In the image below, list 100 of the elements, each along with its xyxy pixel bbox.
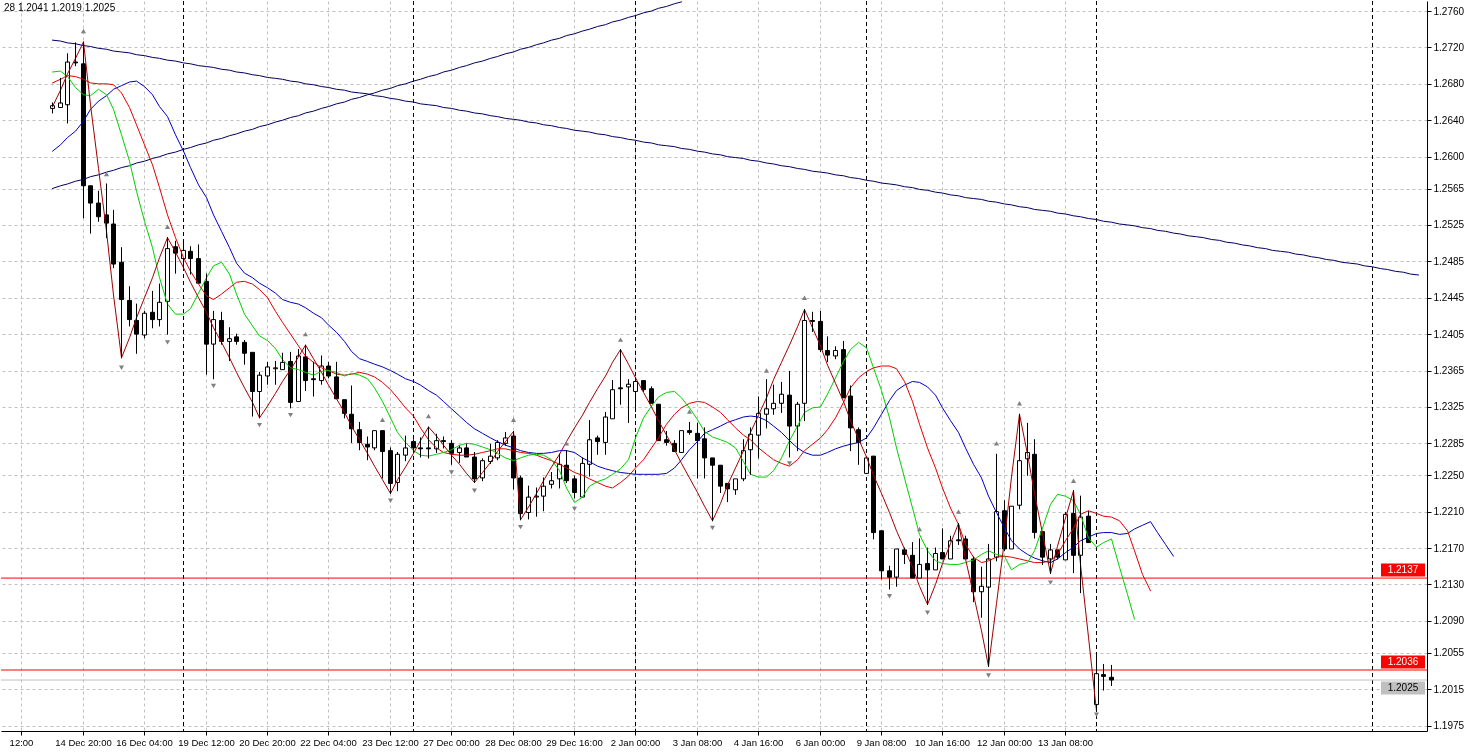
candlestick	[787, 370, 792, 458]
point	[425, 413, 432, 419]
point	[924, 610, 931, 615]
candlestick	[702, 427, 707, 479]
candlestick	[242, 340, 247, 365]
point	[1047, 580, 1054, 585]
x-tick-label: 12:00	[9, 736, 34, 748]
point	[993, 441, 1000, 446]
candlestick	[150, 290, 155, 329]
point	[80, 28, 87, 34]
point	[164, 224, 171, 229]
candlestick	[841, 340, 846, 399]
y-tick-label: 1.2285	[1433, 437, 1465, 449]
candlestick	[81, 41, 86, 219]
x-tick-label: 28 Dec 08:00	[485, 736, 542, 748]
candlestick	[1101, 664, 1106, 691]
y-tick-label: 1.2015	[1433, 683, 1465, 695]
point	[786, 461, 793, 466]
point	[686, 409, 693, 414]
candlestick	[879, 530, 884, 580]
candlestick	[541, 477, 546, 512]
candlestick	[771, 384, 776, 415]
candlestick	[795, 401, 800, 452]
y-tick-label: 1.2055	[1433, 647, 1465, 659]
point	[709, 525, 716, 531]
candlestick	[733, 478, 738, 495]
candlestick	[603, 411, 608, 455]
candlestick	[457, 445, 462, 463]
y-tick-label: 1.2680	[1433, 78, 1465, 90]
point	[287, 412, 294, 418]
candlestick	[572, 475, 577, 499]
point	[801, 295, 808, 300]
candlestick	[549, 472, 554, 489]
point	[571, 506, 578, 512]
point	[103, 171, 110, 177]
x-tick-label: 10 Jan 16:00	[915, 736, 970, 748]
candlestick	[96, 190, 101, 222]
point	[302, 331, 309, 337]
candlestick	[134, 303, 139, 354]
y-tick-label: 1.2325	[1433, 401, 1465, 413]
candlestick	[334, 361, 339, 400]
x-tick-label: 6 Jan 00:00	[795, 736, 846, 748]
point	[448, 470, 455, 475]
point	[1070, 478, 1077, 483]
point	[510, 417, 517, 422]
candlestick	[219, 311, 224, 345]
candlestick	[204, 273, 209, 375]
candlestick	[119, 247, 124, 359]
candlestick	[779, 381, 784, 413]
x-tick-label: 4 Jan 16:00	[733, 736, 784, 748]
y-tick-label: 1.2250	[1433, 469, 1465, 481]
candlestick	[887, 565, 892, 590]
point	[763, 368, 770, 373]
candlestick	[1017, 413, 1022, 510]
candlestick	[833, 346, 838, 360]
candlestick	[986, 543, 991, 667]
ref-line-label: 1.2025	[1387, 682, 1419, 694]
y-tick-label: 1.2365	[1433, 365, 1465, 377]
point	[985, 673, 992, 678]
candlestick	[979, 566, 984, 618]
candlestick	[649, 386, 654, 404]
point	[471, 488, 478, 493]
x-tick-label: 27 Dec 00:00	[423, 736, 480, 748]
candlestick	[88, 185, 93, 234]
y-tick-label: 1.2600	[1433, 151, 1465, 163]
y-tick-label: 1.2210	[1433, 506, 1465, 518]
x-tick-label: 22 Dec 04:00	[300, 736, 357, 748]
candlestick	[610, 380, 615, 420]
candlestick	[925, 547, 930, 605]
point	[955, 509, 962, 514]
candlestick	[710, 457, 715, 522]
x-tick-label: 3 Jan 08:00	[672, 736, 723, 748]
candlestick	[764, 379, 769, 429]
candlestick	[587, 420, 592, 477]
candlestick	[718, 464, 723, 494]
candlestick	[58, 77, 63, 108]
candlestick	[342, 399, 347, 419]
candlestick	[917, 538, 922, 579]
candlestick	[234, 333, 239, 345]
y-tick-label: 1.2525	[1433, 219, 1465, 231]
candlestick	[372, 430, 377, 451]
candlestick	[280, 352, 285, 371]
point	[1016, 401, 1023, 406]
candlestick	[196, 244, 201, 284]
x-tick-label: 20 Dec 20:00	[239, 736, 296, 748]
x-tick-label: 2 Jan 00:00	[610, 736, 661, 748]
candlestick	[641, 380, 646, 392]
x-tick-label: 16 Dec 04:00	[116, 736, 173, 748]
point	[563, 441, 570, 446]
point	[379, 417, 386, 422]
candlestick	[157, 283, 162, 327]
point	[916, 526, 923, 532]
point	[164, 340, 171, 345]
candlestick	[365, 436, 370, 461]
ref-line-label: 1.2036	[1387, 656, 1419, 668]
candlestick	[595, 435, 600, 455]
candlestick	[994, 453, 999, 562]
y-tick-label: 1.1975	[1433, 720, 1465, 732]
point	[118, 365, 125, 371]
candlestick	[165, 237, 170, 335]
